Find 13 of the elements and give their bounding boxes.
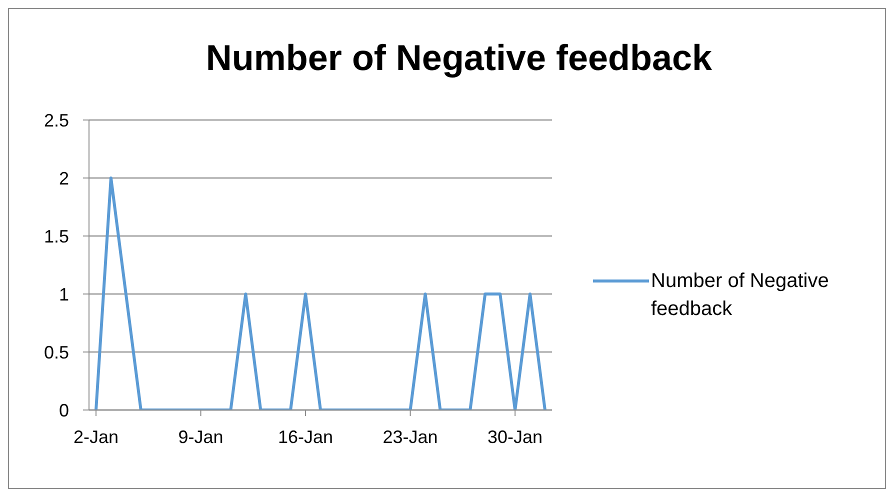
legend-label: Number of Negative feedback [651, 269, 830, 322]
y-tick-label: 1 [58, 284, 69, 304]
y-tick-label: 2.5 [44, 110, 69, 130]
x-tick-label: 2-Jan [73, 426, 119, 447]
x-tick-label: 23-Jan [382, 426, 438, 447]
x-tick-label: 16-Jan [278, 426, 334, 447]
x-tick-label: 9-Jan [178, 426, 224, 447]
x-tick-label: 30-Jan [488, 426, 543, 447]
chart-title: Number of Negative feedback [204, 37, 714, 79]
y-tick-label: 0.5 [44, 342, 69, 362]
y-tick-label: 1.5 [44, 226, 69, 246]
y-tick-label: 0 [58, 400, 69, 420]
y-tick-label: 2 [58, 168, 69, 188]
